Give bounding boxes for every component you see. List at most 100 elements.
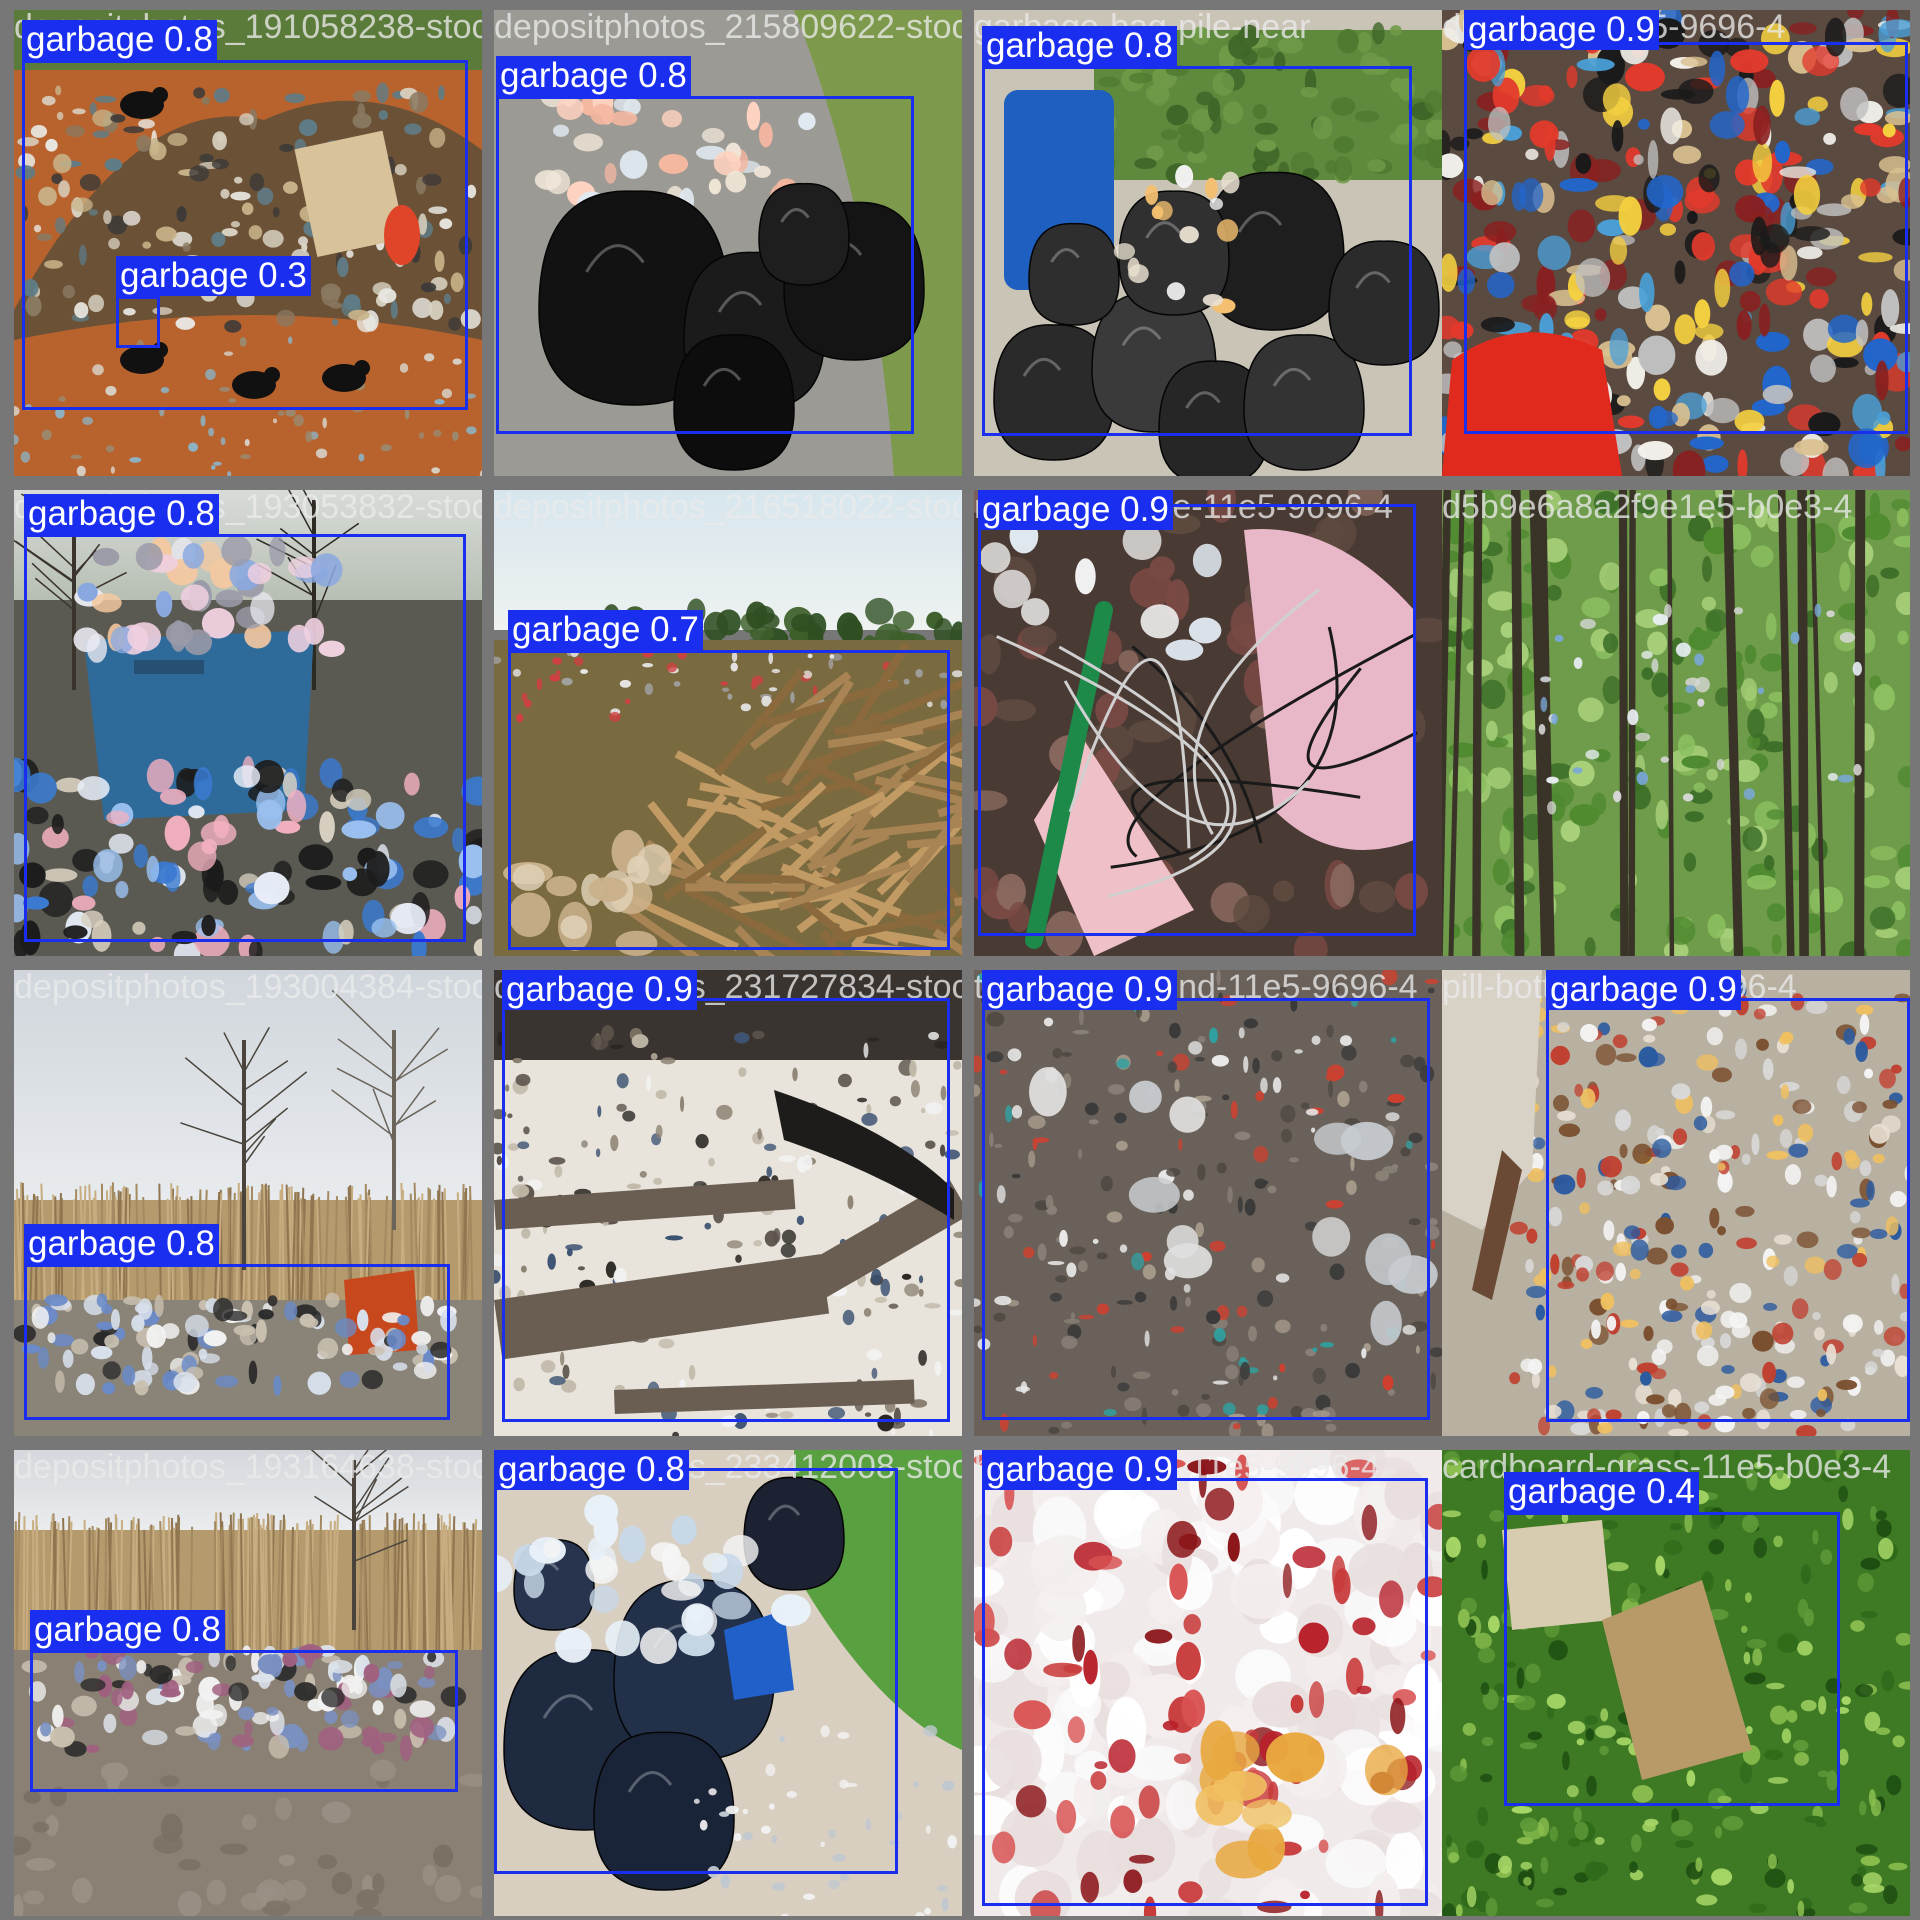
garbage-item <box>102 1361 121 1380</box>
litter <box>110 466 116 474</box>
bag-highlight <box>1121 326 1162 346</box>
wood-plank <box>686 797 780 824</box>
garbage-item <box>162 1679 179 1698</box>
reed-stalk <box>278 1189 282 1301</box>
reed-stalk <box>461 1192 467 1301</box>
litter <box>1252 1057 1260 1074</box>
bounding-box <box>1504 1512 1840 1806</box>
litter <box>1061 1052 1072 1057</box>
far-litter <box>512 669 522 677</box>
grass-blade <box>1740 1625 1748 1634</box>
litter <box>941 1780 955 1791</box>
scattered-bag <box>193 767 213 801</box>
far-litter <box>903 678 910 685</box>
far-litter <box>951 670 962 678</box>
litter <box>1757 687 1765 695</box>
iv-tube <box>1130 778 1361 855</box>
litter <box>1337 1091 1350 1108</box>
grass-blade <box>1797 1599 1809 1619</box>
foliage <box>1869 492 1881 519</box>
litter <box>1361 1348 1367 1359</box>
garbage-item <box>203 1330 227 1347</box>
debris <box>378 110 388 120</box>
debris <box>88 294 105 313</box>
debris <box>655 1089 667 1100</box>
blood-stain <box>1379 1580 1404 1618</box>
pill-bottle <box>1844 1150 1857 1162</box>
grass-blade <box>1562 1751 1570 1771</box>
plastic-bag <box>613 97 632 111</box>
dirt <box>14 1894 24 1916</box>
tree-branch <box>34 577 75 611</box>
litter <box>399 363 409 373</box>
debris <box>953 1231 962 1239</box>
litter <box>1261 1423 1274 1436</box>
grass-blade <box>1519 1742 1538 1750</box>
pill-bottle <box>1889 1190 1907 1208</box>
litter <box>1226 1346 1239 1362</box>
blood-stain <box>1004 1638 1032 1670</box>
tree-branch <box>393 1086 425 1128</box>
dirt <box>240 1892 268 1911</box>
garbage-item <box>184 1314 209 1338</box>
litter <box>1116 1300 1134 1305</box>
leaves <box>1207 97 1221 122</box>
blood-stain <box>1390 1697 1406 1735</box>
litter <box>1047 1260 1065 1266</box>
debris <box>142 241 152 249</box>
trash-item <box>1689 436 1724 450</box>
pill-bottle <box>1555 1400 1575 1422</box>
litter <box>55 407 65 419</box>
tree-branch <box>243 1135 266 1166</box>
debris <box>193 87 206 99</box>
grass-blade <box>1495 1464 1510 1474</box>
leaves <box>1302 168 1320 180</box>
plastic-bag <box>639 1627 677 1665</box>
debris <box>540 1360 556 1373</box>
litter <box>1166 1167 1181 1177</box>
garbage-item <box>267 1295 278 1307</box>
litter <box>1540 696 1548 712</box>
bag-highlight <box>1272 368 1312 387</box>
debris <box>211 158 230 170</box>
bag-highlight <box>542 1694 594 1719</box>
grass-blade <box>1770 1705 1788 1725</box>
soil <box>996 873 1026 911</box>
trash-item <box>1624 62 1665 92</box>
reed-stalk <box>283 1519 289 1651</box>
debris <box>934 1361 942 1376</box>
pill-bottle <box>1671 1244 1687 1259</box>
plastic-bag <box>587 1537 605 1561</box>
litter <box>1023 1246 1035 1259</box>
foliage <box>1546 584 1562 601</box>
trash-item <box>1519 177 1544 212</box>
black-sheet <box>774 1090 954 1220</box>
leaves <box>1252 104 1268 120</box>
pill-bottle <box>1810 1396 1833 1415</box>
plastic-bag <box>618 1525 646 1563</box>
litter <box>1627 709 1639 726</box>
wood-plank <box>819 929 894 956</box>
pill-bottle <box>1619 1143 1628 1159</box>
pill-bottle <box>1849 1211 1861 1224</box>
dirt <box>275 1797 292 1820</box>
debris <box>233 176 243 184</box>
trash-item <box>1729 261 1755 287</box>
plastic-bag <box>798 112 816 131</box>
cardboard <box>294 130 406 258</box>
litter <box>434 399 445 405</box>
pill-bottle <box>1731 1323 1751 1339</box>
foliage <box>1895 591 1910 615</box>
cotton-wad <box>1325 1839 1387 1889</box>
grass-blade <box>1476 1458 1488 1470</box>
photo-tile-bloody-cotton: bloody-cotton-11e5-9696-4 garbage 0.9 <box>974 1450 1442 1916</box>
garbage-item <box>411 1331 432 1346</box>
reed-stalk <box>416 1521 420 1651</box>
far-litter <box>619 679 632 688</box>
far-litter <box>731 651 738 662</box>
debris <box>934 1040 951 1049</box>
bounding-box <box>508 650 950 950</box>
grass-blade <box>1443 1450 1460 1466</box>
litter <box>941 1897 949 1912</box>
garbage-item <box>336 1724 362 1739</box>
